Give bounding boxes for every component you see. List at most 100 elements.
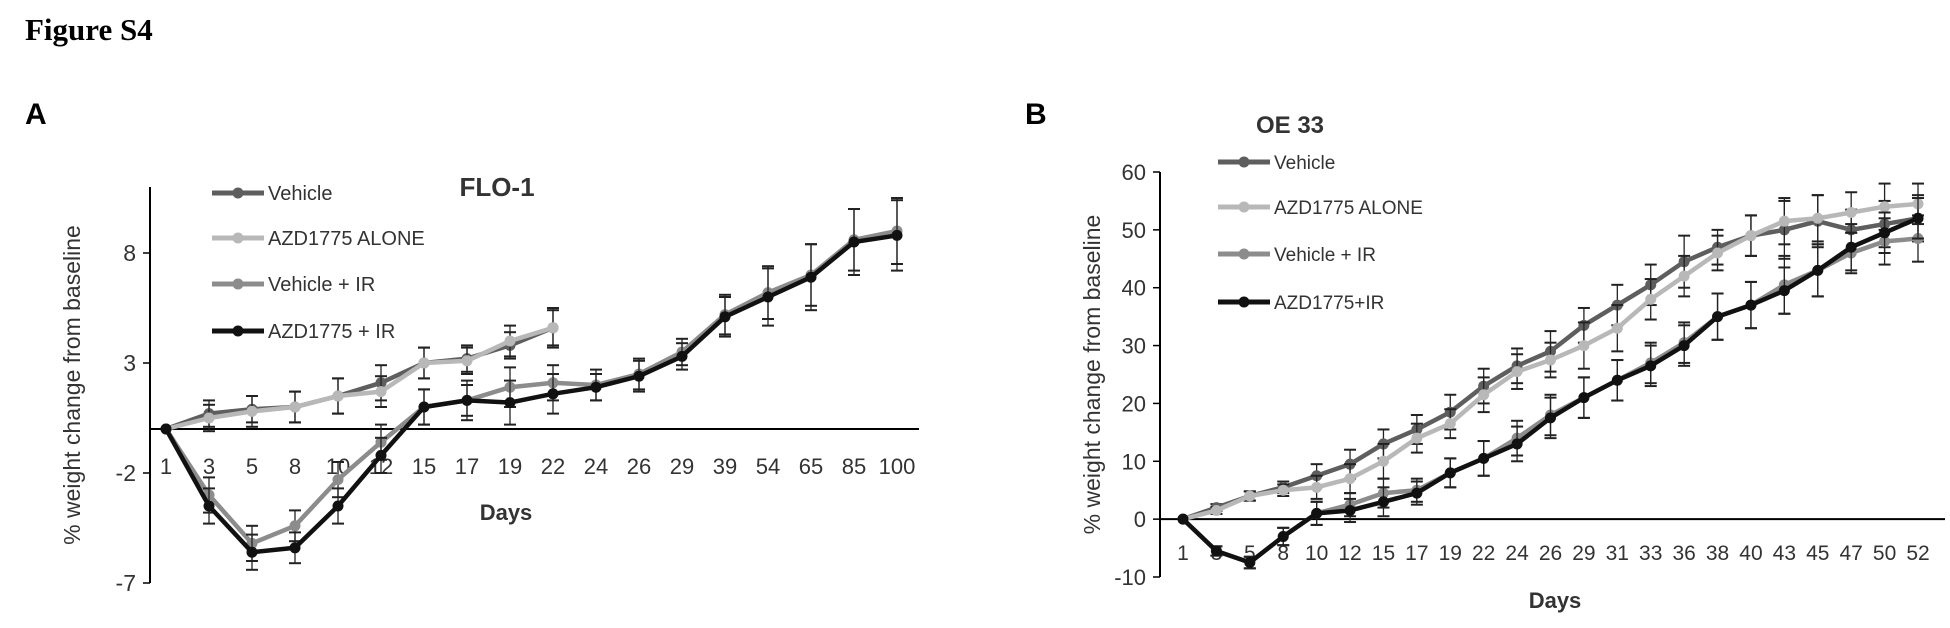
legend-label: AZD1775+IR (1274, 293, 1384, 314)
data-point (1210, 545, 1222, 557)
x-tick-label: 17 (1405, 542, 1428, 565)
legend-label: Vehicle + IR (1274, 245, 1376, 266)
data-point (504, 335, 516, 347)
figure-title: Figure S4 (25, 12, 153, 47)
data-point (1712, 247, 1724, 259)
data-point (1311, 481, 1323, 493)
data-point (332, 474, 344, 486)
data-point (1545, 354, 1556, 366)
legend-label: AZD1775 ALONE (1274, 198, 1423, 219)
data-point (1377, 496, 1389, 508)
x-tick-label: 31 (1606, 542, 1629, 565)
data-point (418, 401, 430, 413)
x-tick-label: 39 (713, 454, 737, 479)
data-point (160, 423, 172, 435)
data-point (1712, 311, 1724, 323)
legend-label: Vehicle (1274, 153, 1335, 174)
data-point (805, 271, 817, 283)
data-point (1344, 504, 1356, 516)
x-tick-label: 24 (1505, 542, 1529, 565)
data-point (1645, 360, 1657, 372)
y-tick-label: 0 (1134, 507, 1146, 532)
data-point (547, 388, 559, 400)
chart-title: OE 33 (1256, 112, 1324, 139)
data-point (547, 322, 559, 334)
x-tick-label: 43 (1773, 542, 1796, 565)
data-point (1912, 212, 1924, 224)
legend-marker (1238, 296, 1250, 308)
legend-label: Vehicle + IR (268, 274, 375, 296)
x-tick-label: 40 (1739, 542, 1762, 565)
legend-label: AZD1775 ALONE (268, 228, 425, 250)
data-point (1545, 412, 1556, 424)
legend-label: AZD1775 + IR (268, 321, 395, 343)
panel-label-b: B (1025, 98, 1047, 131)
data-point (1879, 227, 1891, 239)
x-tick-label: 19 (498, 454, 522, 479)
x-tick-label: 33 (1639, 542, 1662, 565)
data-point (762, 291, 774, 303)
series-vehicle-ir (160, 197, 903, 562)
x-axis-label: Days (480, 500, 533, 525)
x-tick-label: 12 (1338, 542, 1361, 565)
legend-label: Vehicle (268, 183, 333, 205)
legend-marker (232, 278, 244, 290)
x-tick-label: 22 (1472, 542, 1495, 565)
data-point (1511, 366, 1523, 378)
y-tick-label: 40 (1122, 276, 1146, 301)
series-vehicle-ir (1177, 214, 1924, 570)
x-tick-label: 45 (1806, 542, 1829, 565)
data-point (1678, 270, 1690, 282)
x-tick-label: 54 (756, 454, 780, 479)
x-tick-label: 8 (1277, 542, 1289, 565)
x-tick-label: 3 (203, 454, 215, 479)
y-tick-label: 3 (123, 350, 136, 376)
y-axis-label: % weight change from baseline (1079, 215, 1105, 535)
series-line (164, 233, 898, 555)
y-tick-label: 20 (1122, 391, 1146, 416)
x-tick-label: 19 (1439, 542, 1462, 565)
y-tick-label: -2 (116, 460, 136, 486)
data-point (1344, 473, 1356, 485)
y-tick-label: 60 (1122, 160, 1146, 185)
data-point (891, 229, 903, 241)
data-point (1411, 487, 1423, 499)
data-point (1645, 293, 1657, 305)
data-point (1377, 455, 1389, 467)
data-point (1845, 207, 1857, 218)
x-tick-label: 38 (1706, 542, 1729, 565)
data-point (1845, 241, 1857, 253)
data-point (1244, 490, 1256, 502)
data-point (418, 357, 430, 369)
x-tick-label: 29 (1572, 542, 1595, 565)
data-point (1478, 452, 1490, 464)
series-line (164, 228, 898, 546)
data-point (246, 405, 258, 417)
x-tick-label: 15 (1372, 542, 1395, 565)
data-point (1444, 418, 1456, 430)
data-point (289, 401, 301, 413)
series-azd1775-alone (160, 307, 559, 435)
y-tick-label: 50 (1122, 218, 1146, 243)
y-tick-label: 10 (1122, 449, 1146, 474)
data-point (1778, 215, 1790, 227)
legend-marker (1238, 201, 1250, 213)
data-point (1210, 504, 1222, 516)
data-point (289, 542, 301, 554)
x-tick-label: 22 (541, 454, 565, 479)
data-point (375, 449, 387, 461)
x-tick-label: 5 (1244, 542, 1256, 565)
y-tick-label: 8 (123, 240, 136, 266)
x-tick-label: 5 (246, 454, 258, 479)
data-point (1578, 392, 1590, 404)
x-tick-label: 24 (584, 454, 608, 479)
y-tick-label: 30 (1122, 334, 1146, 359)
data-point (203, 500, 215, 512)
series-line (165, 325, 554, 432)
legend-marker (232, 325, 244, 337)
y-tick-label: -7 (116, 570, 136, 596)
x-tick-label: 85 (842, 454, 866, 479)
data-point (375, 386, 387, 398)
series-azd1775-alone (1177, 182, 1924, 525)
data-point (719, 311, 731, 323)
